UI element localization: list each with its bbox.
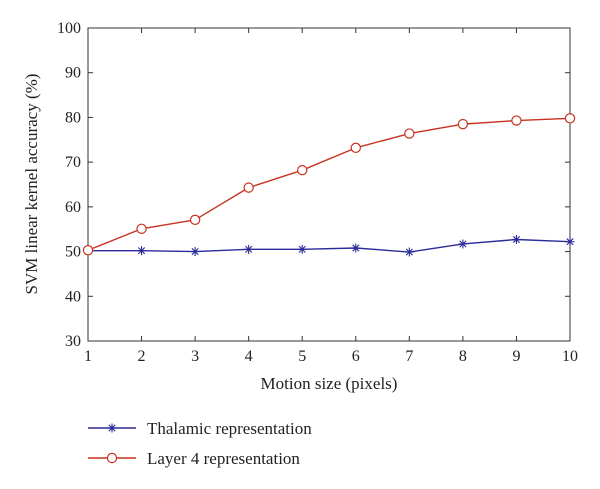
asterisk-stroke (512, 235, 521, 244)
y-tick-label: 80 (65, 109, 81, 126)
data-point-marker (564, 113, 576, 124)
x-tick-label: 4 (245, 348, 253, 365)
x-tick-label: 8 (459, 348, 467, 365)
asterisk-stroke (459, 240, 467, 248)
plot-frame (87, 27, 571, 342)
y-tick-label: 40 (65, 288, 81, 305)
data-point-marker (404, 128, 415, 139)
x-tick-label: 2 (138, 348, 146, 365)
x-tick-label: 5 (298, 348, 306, 365)
legend-label: Layer 4 representation (147, 449, 300, 468)
asterisk-stroke (108, 424, 116, 432)
data-point-marker (404, 247, 414, 257)
y-tick-label: 90 (65, 65, 81, 82)
y-tick-label: 70 (65, 154, 81, 171)
data-point-marker (511, 115, 522, 126)
x-axis-title: Motion size (pixels) (261, 374, 398, 393)
series-layer (82, 113, 576, 257)
x-axis-ticks: 1 2 3 4 5 6 7 8 9 10 (84, 28, 578, 365)
data-point-marker (297, 244, 307, 254)
data-point-marker (244, 244, 254, 254)
legend-marker (106, 452, 118, 464)
data-point-marker (189, 214, 201, 226)
data-point-marker (243, 182, 254, 193)
x-tick-label: 6 (352, 348, 360, 365)
asterisk-stroke (352, 244, 360, 252)
data-point-marker (82, 245, 94, 256)
y-tick-label: 60 (65, 199, 81, 216)
data-point-marker (351, 243, 361, 253)
asterisk-stroke (245, 245, 253, 253)
legend: Thalamic representation Layer 4 represent… (88, 419, 312, 468)
asterisk-stroke (137, 247, 146, 255)
data-point-marker (458, 239, 468, 249)
legend-label: Thalamic representation (147, 419, 312, 438)
series-line-2 (87, 117, 571, 251)
y-tick-label: 50 (65, 244, 81, 261)
data-point-marker (137, 246, 147, 256)
data-point-marker (297, 164, 308, 176)
y-tick-label: 30 (65, 333, 81, 350)
asterisk-stroke (566, 238, 574, 246)
x-tick-label: 9 (512, 348, 520, 365)
asterisk-stroke (298, 245, 306, 253)
x-tick-label: 3 (191, 348, 199, 365)
data-point-marker (136, 223, 147, 234)
y-axis-ticks: 30 40 50 60 70 80 90 100 (57, 20, 570, 350)
series-line-1 (88, 238, 571, 253)
asterisk-stroke (191, 248, 199, 256)
y-tick-label: 100 (57, 20, 81, 37)
x-tick-label: 1 (84, 348, 92, 365)
data-point-marker (565, 237, 575, 247)
data-point-marker (190, 247, 200, 257)
data-point-marker (350, 142, 361, 154)
asterisk-stroke (405, 248, 413, 256)
data-point-marker (457, 118, 469, 130)
legend-marker (107, 423, 117, 433)
x-tick-label: 7 (405, 348, 413, 365)
x-tick-label: 10 (562, 348, 578, 365)
y-axis-title: SVM linear kernel accuracy (%) (22, 74, 41, 295)
data-point-marker (511, 234, 521, 244)
